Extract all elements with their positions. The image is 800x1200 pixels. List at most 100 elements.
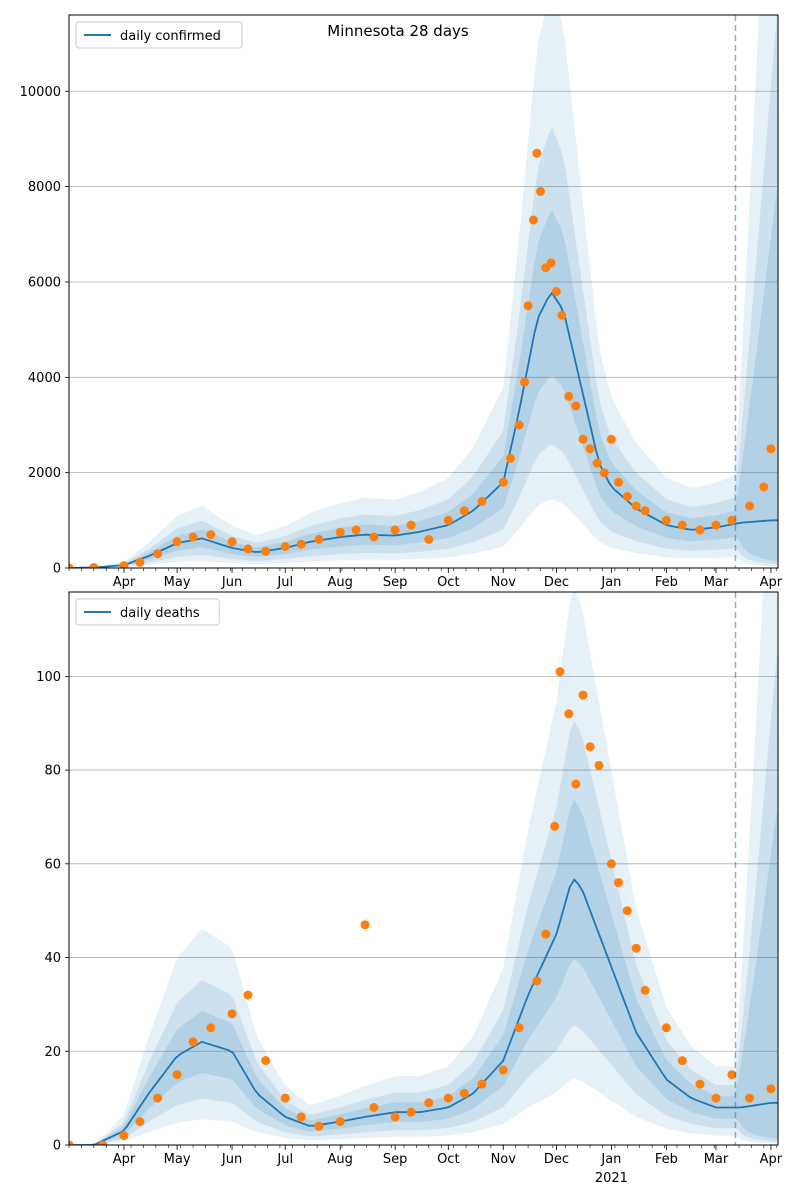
data-point [695, 525, 705, 535]
x-tick-label: Dec [544, 1152, 569, 1167]
x-tick-label: Mar [704, 575, 729, 590]
data-point [555, 667, 565, 677]
data-point [523, 301, 533, 311]
data-point [550, 821, 560, 831]
x-year-label: 2021 [595, 1171, 628, 1186]
data-point [594, 760, 604, 770]
x-tick-label: Feb [655, 575, 678, 590]
plot-content [69, 592, 778, 1145]
data-point [459, 506, 469, 516]
data-point [606, 434, 616, 444]
legend-label: daily confirmed [120, 29, 221, 44]
data-point [243, 544, 253, 554]
y-tick-label: 40 [44, 951, 61, 966]
data-point [520, 377, 529, 387]
uncertainty-band [69, 15, 778, 568]
x-tick-label: Oct [437, 575, 459, 590]
plot-area [69, 592, 778, 1145]
data-point [557, 310, 567, 320]
data-point [89, 563, 99, 568]
data-point [661, 1023, 671, 1033]
x-tick-label: Apr [113, 1152, 136, 1167]
data-point [640, 506, 650, 516]
data-point [296, 1112, 306, 1122]
data-point [546, 258, 556, 268]
data-point [261, 1056, 271, 1066]
data-point [335, 1117, 345, 1127]
data-point [369, 1103, 379, 1112]
data-point [727, 1070, 737, 1080]
data-point [360, 920, 370, 930]
data-point [759, 482, 769, 492]
data-point [314, 1121, 324, 1131]
data-point [622, 492, 632, 501]
y-tick-label: 2000 [28, 466, 61, 481]
x-tick-label: Jan [600, 575, 621, 590]
plot-content [69, 15, 778, 568]
y-tick-label: 100 [36, 670, 61, 685]
fitted-line [69, 878, 778, 1145]
uncertainty-band [69, 592, 778, 1145]
data-point [153, 549, 163, 559]
data-point [614, 477, 623, 487]
x-tick-label: Mar [704, 1152, 729, 1167]
x-tick-label: Jan [600, 1152, 621, 1167]
x-tick-label: Apr [113, 575, 136, 590]
x-tick-label: Sep [383, 1152, 408, 1167]
x-tick-label: May [164, 1152, 191, 1167]
data-point [677, 1056, 687, 1066]
x-tick-label: Dec [544, 575, 569, 590]
plot-area [69, 15, 778, 568]
data-point [69, 1140, 74, 1145]
x-tick-label: Sep [383, 575, 408, 590]
data-point [578, 690, 588, 700]
y-tick-label: 8000 [28, 180, 61, 195]
data-point [296, 539, 306, 549]
data-point [614, 878, 623, 888]
data-point [406, 520, 416, 530]
x-tick-label: Nov [491, 575, 517, 590]
legend: daily deaths [75, 598, 220, 626]
data-point [505, 453, 515, 463]
x-tick-label: Jul [276, 575, 293, 590]
data-point [631, 501, 641, 511]
fitted-line [69, 291, 778, 568]
x-tick-label: Nov [491, 1152, 517, 1167]
data-point [745, 501, 755, 511]
data-point [514, 1023, 524, 1033]
data-point [514, 420, 524, 430]
y-tick-label: 10000 [20, 85, 61, 100]
data-point [390, 525, 400, 535]
data-point [661, 515, 671, 525]
data-point [477, 496, 487, 506]
y-tick-label: 60 [44, 857, 61, 872]
legend-box [75, 598, 220, 626]
x-tick-label: Apr [760, 1152, 783, 1167]
data-point [571, 401, 581, 411]
data-point [622, 906, 632, 916]
x-tick-label: Feb [655, 1152, 678, 1167]
data-point [571, 779, 581, 789]
y-tick-label: 80 [44, 764, 61, 779]
data-point [335, 527, 345, 537]
x-tick-label: May [164, 575, 191, 590]
legend-box [75, 21, 243, 49]
data-point [727, 515, 737, 525]
x-tick-label: Oct [437, 1152, 459, 1167]
data-point [532, 148, 542, 158]
data-point [536, 186, 545, 196]
data-point [153, 1093, 163, 1103]
data-point [406, 1107, 416, 1117]
data-point [443, 515, 453, 525]
chart-title: Minnesota 28 days [327, 22, 469, 40]
data-point [606, 859, 616, 869]
data-point [351, 525, 361, 535]
data-point [677, 520, 687, 530]
data-point [69, 563, 74, 568]
data-point [532, 976, 542, 986]
data-point [98, 1140, 108, 1145]
data-point [280, 1093, 290, 1103]
data-point [119, 561, 129, 568]
data-point [188, 532, 198, 542]
data-point [172, 537, 182, 547]
